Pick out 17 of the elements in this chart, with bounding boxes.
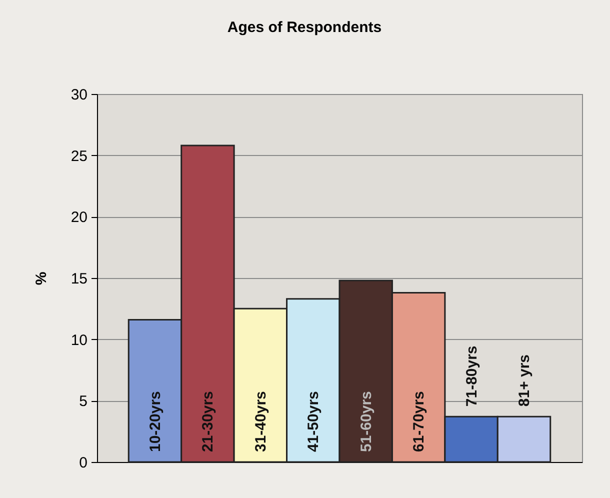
y-tick-label: 10 [70, 332, 88, 349]
y-tick-label: 0 [79, 454, 88, 472]
y-axis-title: % [32, 272, 50, 286]
x-tick-label: 71-80yrs [463, 346, 480, 407]
y-tick-label: 30 [70, 86, 88, 104]
chart-title: Ages of Respondents [227, 19, 382, 36]
y-tick-label: 25 [70, 148, 88, 165]
x-tick-label: 61-70yrs [410, 391, 428, 452]
x-tick-label: 31-40yrs [252, 391, 270, 452]
y-tick-label: 5 [79, 393, 88, 410]
x-tick-label: 51-60yrs [358, 391, 375, 452]
x-tick-label: 10-20yrs [146, 391, 164, 452]
y-tick-label: 20 [70, 209, 88, 226]
y-tick-label: 15 [70, 270, 88, 288]
x-tick-label: 21-30yrs [200, 391, 217, 452]
x-tick-label: 41-50yrs [305, 391, 322, 452]
x-tick-label: 81+ yrs [516, 354, 534, 407]
